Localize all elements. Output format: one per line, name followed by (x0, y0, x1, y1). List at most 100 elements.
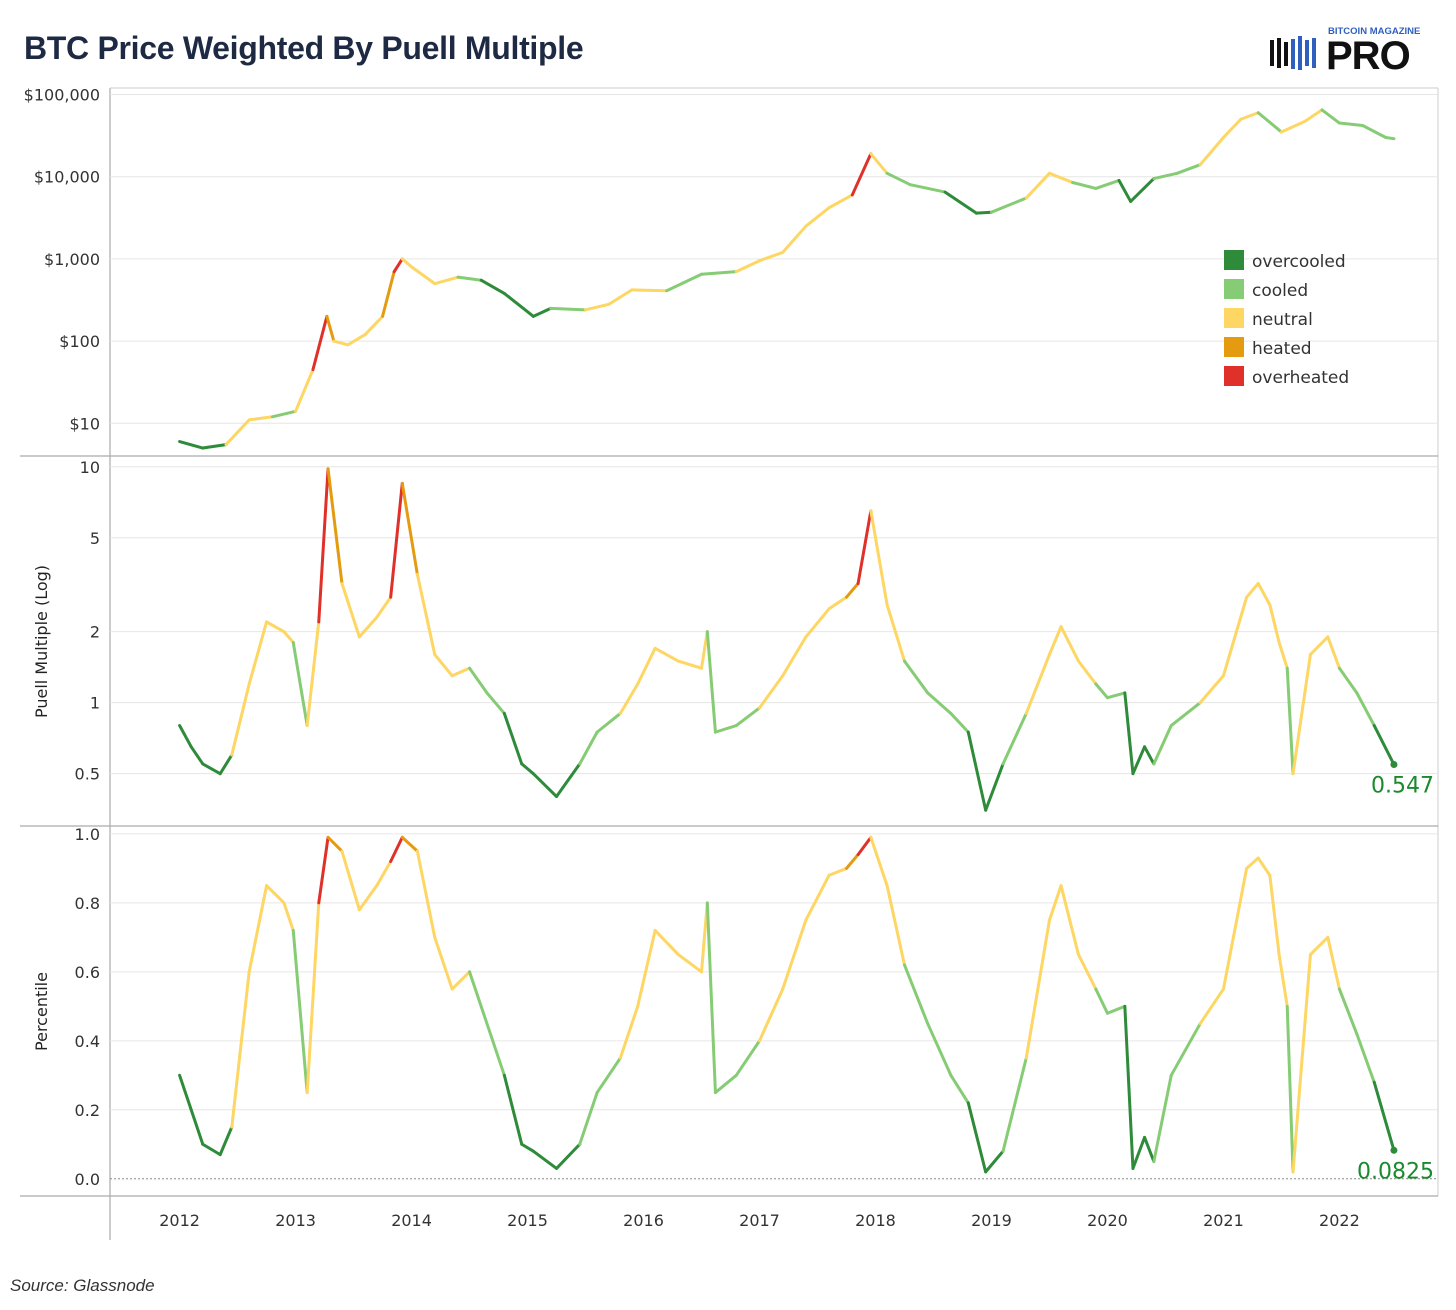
series-segment (340, 581, 361, 639)
series-segment (1143, 745, 1156, 766)
series-segment (468, 970, 489, 1026)
series-segment (1071, 181, 1098, 190)
y-tick-label: 1.0 (75, 825, 100, 844)
series-segment (1337, 666, 1359, 695)
series-segment (595, 711, 622, 734)
series-segment (949, 1073, 970, 1105)
series-segment (949, 711, 970, 734)
end-point-marker (1390, 1146, 1398, 1154)
legend-label-overheated: overheated (1252, 368, 1349, 388)
y-tick-label: $10 (69, 414, 100, 433)
series-segment (1291, 653, 1312, 776)
series-segment (885, 603, 906, 663)
series-segment (400, 835, 419, 853)
series-segment (869, 509, 889, 607)
series-segment (1129, 177, 1156, 203)
series-segment (531, 306, 553, 318)
series-segment (781, 224, 808, 254)
series-segment (1221, 866, 1249, 991)
series-segment (1105, 691, 1127, 700)
legend-label-overcooled: overcooled (1252, 252, 1346, 272)
series-segment (1355, 691, 1376, 728)
series-segment (705, 630, 717, 734)
series-segment (317, 835, 330, 905)
series-segment (1059, 884, 1080, 957)
legend-swatch-neutral (1224, 308, 1244, 328)
x-tick-label: 2018 (855, 1211, 896, 1230)
series-segment (363, 314, 385, 337)
series-segment (270, 409, 298, 419)
series-segment (1303, 108, 1324, 123)
series-segment (1131, 1135, 1147, 1170)
series-segment (450, 970, 472, 991)
x-tick-label: 2021 (1203, 1211, 1244, 1230)
series-segment (734, 706, 762, 728)
series-segment (885, 884, 906, 967)
series-segment (201, 762, 222, 776)
series-segment (282, 901, 295, 932)
tick-labels: $10 $100 $1,000 $10,000 $100,000 0.5 1 2 5 10 Puel… (24, 86, 1434, 1230)
series-segment (781, 635, 808, 678)
series-segment (1024, 918, 1051, 1060)
series-segment (1372, 1080, 1396, 1152)
legend-swatch-overheated (1224, 366, 1244, 386)
series-segment (247, 620, 269, 686)
brand-logo: BITCOIN MAGAZINE PRO (1270, 26, 1440, 78)
series-segment (804, 206, 831, 228)
source-note: Source: Glassnode (10, 1276, 155, 1295)
series-segment (201, 1142, 222, 1157)
series-segment (804, 873, 831, 922)
series-segment (247, 415, 274, 422)
series-segment (555, 1142, 582, 1170)
series-segment (1152, 724, 1173, 766)
logo-top-text: BITCOIN MAGAZINE (1328, 26, 1421, 37)
series-segment (1117, 178, 1133, 203)
series-segment (1320, 108, 1341, 125)
series-segment (989, 196, 1028, 214)
series-segment (381, 270, 396, 318)
series-segment (531, 1149, 559, 1170)
series-segment (456, 275, 483, 282)
series-segment (326, 467, 344, 585)
series-segment (1076, 953, 1098, 991)
series-segment (734, 1039, 762, 1077)
series-segment (1268, 873, 1281, 957)
series-segment (869, 835, 889, 888)
y-tick-label: 0.0 (75, 1170, 100, 1189)
series-segment (804, 607, 831, 639)
series-segment (1198, 674, 1225, 705)
series-segment (781, 918, 808, 991)
series-segment (1355, 1032, 1376, 1084)
series-segment (618, 1004, 640, 1060)
series-segment (653, 928, 680, 957)
series-segment (247, 884, 269, 974)
y-tick-label: $100 (59, 332, 100, 351)
series-segment (1277, 640, 1289, 670)
series-segment (1152, 171, 1179, 181)
series-segment (1198, 987, 1225, 1026)
series-segment (636, 928, 657, 1008)
y-axis-label: Puell Multiple (Log) (32, 565, 51, 718)
legend-swatch-heated (1224, 337, 1244, 357)
series-segment (1094, 178, 1121, 190)
series-segment (311, 314, 329, 372)
series-segment (1123, 691, 1135, 776)
series-segment (1279, 119, 1307, 134)
series-segment (520, 1142, 535, 1153)
series-segment (984, 762, 1005, 812)
series-segment (1024, 171, 1051, 200)
y-tick-label: 0.6 (75, 963, 100, 982)
series-segment (326, 835, 344, 853)
legend-swatch-overcooled (1224, 250, 1244, 270)
series-segment (1337, 987, 1359, 1036)
series-segment (1245, 581, 1260, 599)
series-segment (230, 682, 251, 757)
y-tick-label: 0.4 (75, 1032, 100, 1051)
series-segment (305, 620, 321, 728)
series-segment (332, 339, 350, 347)
series-segment (433, 935, 454, 991)
series-segment (1268, 603, 1281, 644)
series-segment (189, 1108, 205, 1146)
end-value-label: 0.0825 (1357, 1159, 1434, 1184)
series-segment (1285, 666, 1295, 776)
